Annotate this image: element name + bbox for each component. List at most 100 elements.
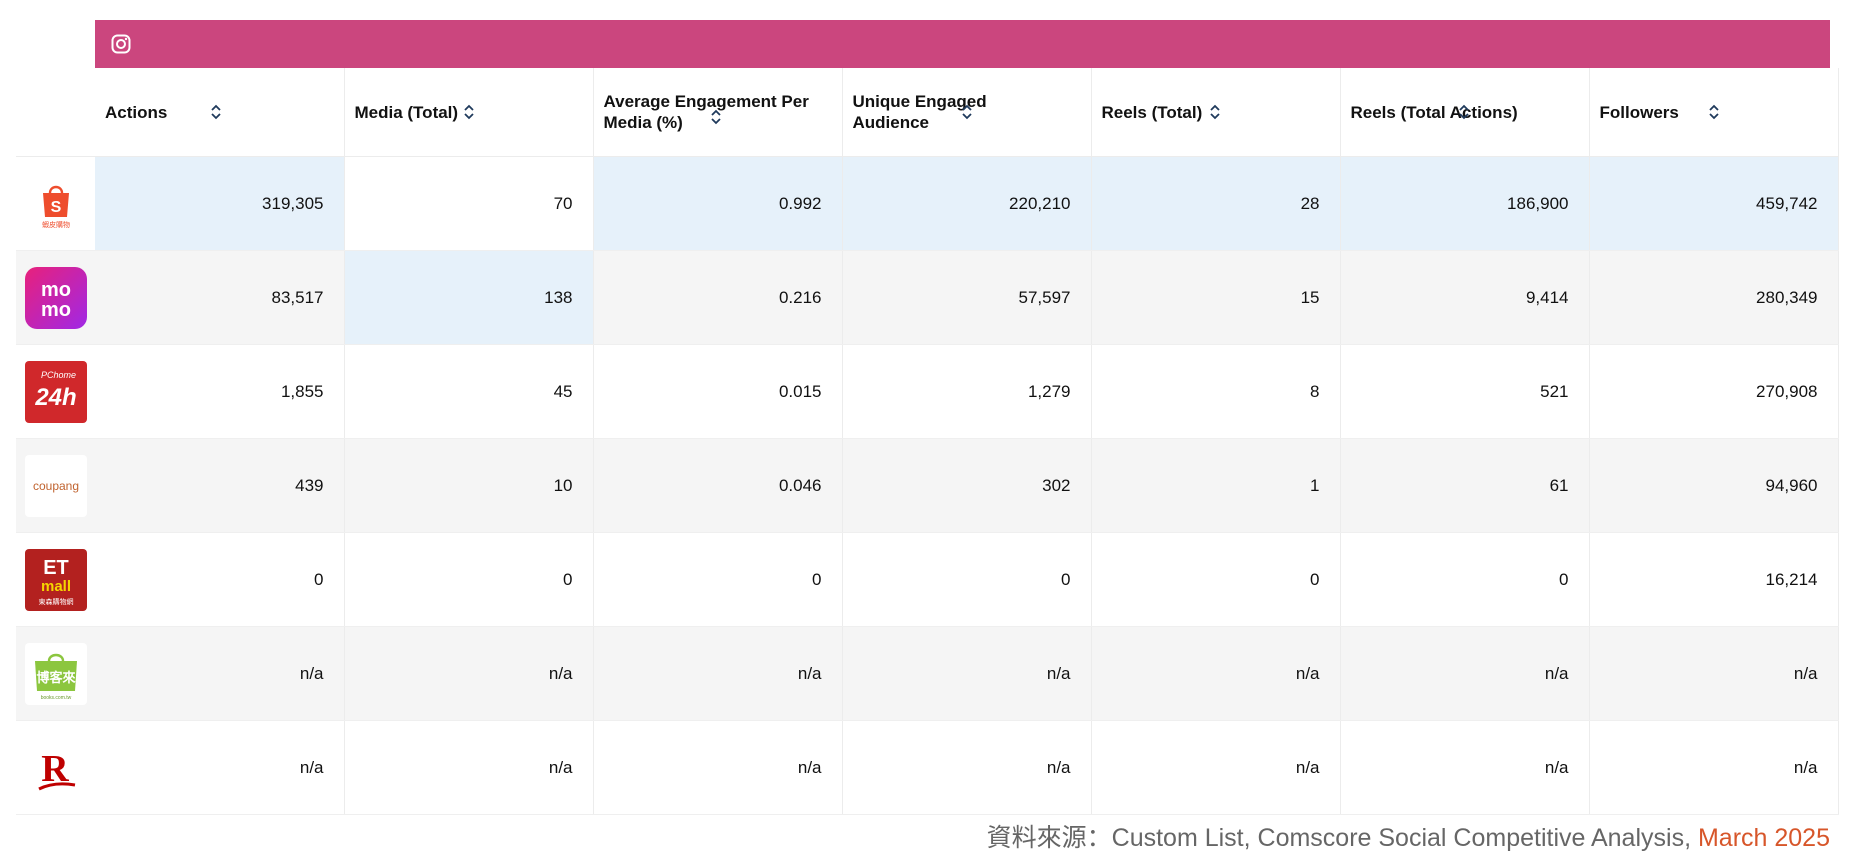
pchome-24h-logo: PChome 24h	[24, 360, 87, 423]
svg-text:mo: mo	[41, 279, 71, 301]
cell-avg-engagement: 0.216	[593, 250, 843, 345]
svg-text:coupang: coupang	[32, 479, 78, 493]
cell-reels-actions: n/a	[1340, 720, 1590, 815]
cell-reels-total: 15	[1091, 250, 1341, 345]
sort-icon[interactable]	[1708, 103, 1720, 121]
svg-text:mo: mo	[41, 299, 71, 321]
cell-reels-total: 28	[1091, 156, 1341, 251]
cell-unique-engaged: 57,597	[842, 250, 1092, 345]
instagram-icon	[111, 34, 131, 54]
cell-reels-actions: 9,414	[1340, 250, 1590, 345]
cell-avg-engagement: 0.046	[593, 438, 843, 533]
cell-media-total: n/a	[344, 720, 594, 815]
cell-unique-engaged: n/a	[842, 720, 1092, 815]
cell-reels-actions: 186,900	[1340, 156, 1590, 251]
column-label: Reels (Total)	[1101, 102, 1203, 122]
cell-avg-engagement: 0.992	[593, 156, 843, 251]
svg-text:mall: mall	[40, 578, 70, 595]
cell-actions: n/a	[95, 626, 345, 721]
table-row: S 蝦皮購物 319,305 70 0.992 220,210 28 186,9…	[16, 156, 1839, 251]
sort-icon[interactable]	[210, 103, 222, 121]
cell-reels-total: n/a	[1091, 720, 1341, 815]
cell-actions: 83,517	[95, 250, 345, 345]
shopee-logo: S 蝦皮購物	[24, 172, 87, 235]
data-source-note: 資料來源：Custom List, Comscore Social Compet…	[987, 818, 1830, 854]
metrics-table: Actions Media (Total) Average Engagement…	[16, 68, 1839, 815]
header-row: Actions Media (Total) Average Engagement…	[16, 68, 1839, 157]
svg-text:ET: ET	[43, 557, 69, 579]
table-row: PChome 24h 1,855 45 0.015 1,279 8 521 27…	[16, 344, 1839, 439]
svg-text:S: S	[50, 199, 61, 216]
cell-reels-total: 0	[1091, 532, 1341, 627]
column-label: Unique Engaged Audience	[852, 92, 987, 132]
cell-reels-actions: 0	[1340, 532, 1590, 627]
sort-icon[interactable]	[1209, 103, 1221, 121]
brand-cell: coupang	[16, 438, 95, 533]
column-label: Media (Total)	[354, 102, 459, 122]
brand-cell: 博客來 books.com.tw	[16, 626, 95, 721]
source-prefix: 資料來源：Custom List, Comscore Social Compet…	[986, 824, 1698, 852]
svg-text:博客來: 博客來	[36, 670, 76, 686]
table-row: mo mo 83,517 138 0.216 57,597 15 9,414 2…	[16, 250, 1839, 345]
cell-followers: 94,960	[1589, 438, 1839, 533]
cell-reels-total: n/a	[1091, 626, 1341, 721]
cell-actions: 319,305	[95, 156, 345, 251]
header-banner-row	[16, 20, 1830, 68]
etmall-logo: ET mall 東森購物網	[24, 548, 87, 611]
cell-unique-engaged: n/a	[842, 626, 1092, 721]
column-header-reels-total[interactable]: Reels (Total)	[1091, 68, 1341, 157]
cell-reels-total: 1	[1091, 438, 1341, 533]
cell-avg-engagement: n/a	[593, 626, 843, 721]
column-header-unique-engaged[interactable]: Unique Engaged Audience	[842, 68, 1092, 157]
brand-cell: mo mo	[16, 250, 95, 345]
column-label: Followers	[1599, 102, 1679, 122]
books-com-tw-logo: 博客來 books.com.tw	[24, 642, 87, 705]
cell-unique-engaged: 220,210	[842, 156, 1092, 251]
banner-spacer	[16, 20, 95, 68]
cell-actions: n/a	[95, 720, 345, 815]
cell-followers: 270,908	[1589, 344, 1839, 439]
cell-followers: 280,349	[1589, 250, 1839, 345]
cell-unique-engaged: 302	[842, 438, 1092, 533]
column-label: Average Engagement Per Media (%)	[603, 92, 809, 132]
instagram-banner	[95, 20, 1830, 68]
cell-media-total: 138	[344, 250, 594, 345]
column-header-media-total[interactable]: Media (Total)	[344, 68, 594, 157]
brand-cell: ET mall 東森購物網	[16, 532, 95, 627]
coupang-logo: coupang	[24, 454, 87, 517]
brand-cell: PChome 24h	[16, 344, 95, 439]
cell-unique-engaged: 1,279	[842, 344, 1092, 439]
cell-followers: n/a	[1589, 626, 1839, 721]
cell-media-total: 70	[344, 156, 594, 251]
instagram-metrics-panel: Actions Media (Total) Average Engagement…	[16, 20, 1839, 815]
cell-avg-engagement: 0.015	[593, 344, 843, 439]
column-label: Actions	[105, 102, 168, 122]
column-header-actions[interactable]: Actions	[95, 68, 345, 157]
svg-text:PChome: PChome	[41, 370, 76, 380]
cell-avg-engagement: 0	[593, 532, 843, 627]
column-header-avg-engagement[interactable]: Average Engagement Per Media (%)	[593, 68, 843, 157]
sort-icon[interactable]	[961, 103, 973, 121]
cell-media-total: 10	[344, 438, 594, 533]
table-row: coupang 439 10 0.046 302 1 61 94,960	[16, 438, 1839, 533]
brand-cell: S 蝦皮購物	[16, 156, 95, 251]
sort-icon[interactable]	[463, 103, 475, 121]
cell-media-total: 0	[344, 532, 594, 627]
svg-text:books.com.tw: books.com.tw	[40, 695, 71, 701]
cell-actions: 1,855	[95, 344, 345, 439]
column-header-followers[interactable]: Followers	[1589, 68, 1839, 157]
cell-followers: 16,214	[1589, 532, 1839, 627]
cell-followers: n/a	[1589, 720, 1839, 815]
table-row: R n/a n/a n/a n/a n/a n/a n/a	[16, 720, 1839, 815]
svg-text:24h: 24h	[34, 384, 76, 411]
sort-icon[interactable]	[1458, 103, 1470, 121]
cell-reels-actions: 61	[1340, 438, 1590, 533]
cell-reels-actions: 521	[1340, 344, 1590, 439]
cell-actions: 0	[95, 532, 345, 627]
column-label: Reels (Total Actions)	[1350, 102, 1518, 122]
table-row: ET mall 東森購物網 0 0 0 0 0 0 16,214	[16, 532, 1839, 627]
sort-icon[interactable]	[710, 108, 722, 126]
column-header-reels-actions[interactable]: Reels (Total Actions)	[1340, 68, 1590, 157]
svg-text:東森購物網: 東森購物網	[38, 597, 73, 606]
cell-followers: 459,742	[1589, 156, 1839, 251]
